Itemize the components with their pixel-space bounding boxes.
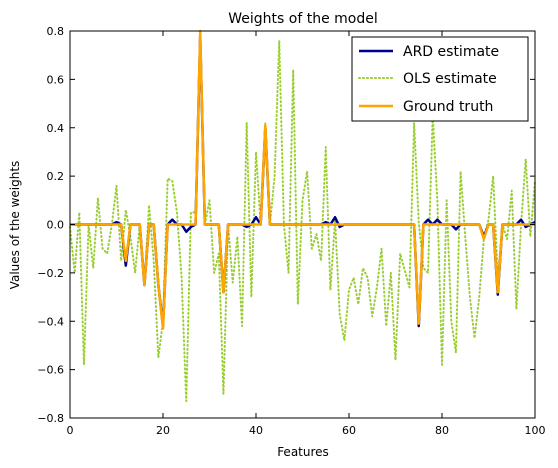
- x-tick-label-0: 0: [67, 424, 74, 437]
- y-tick-label-8: 0.8: [47, 25, 65, 38]
- y-axis-label: Values of the weights: [8, 161, 22, 290]
- y-tick-label-0: −0.8: [37, 412, 64, 425]
- x-axis-label: Features: [277, 445, 329, 459]
- x-tick-label-4: 80: [435, 424, 449, 437]
- x-tick-label-1: 20: [156, 424, 170, 437]
- y-tick-label-6: 0.4: [47, 122, 65, 135]
- y-tick-label-1: −0.6: [37, 364, 64, 377]
- x-tick-label-5: 100: [525, 424, 546, 437]
- y-tick-label-3: −0.2: [37, 267, 64, 280]
- x-tick-label-2: 40: [249, 424, 263, 437]
- tick-layer: 0 20 40 60 80 100 −0.8 −0.6 −0.4 −0.2 0.0 0.2 0.4 0.6…: [37, 25, 545, 437]
- y-tick-label-7: 0.6: [47, 73, 65, 86]
- y-tick-label-5: 0.2: [47, 170, 65, 183]
- y-tick-label-4: 0.0: [47, 219, 65, 232]
- legend-label-ground-truth: Ground truth: [403, 99, 493, 115]
- legend-label-ard: ARD estimate: [403, 44, 499, 60]
- chart-title: Weights of the model: [228, 11, 377, 27]
- series-line-ground-truth: [70, 29, 535, 330]
- x-tick-label-3: 60: [342, 424, 356, 437]
- y-tick-label-2: −0.4: [37, 315, 64, 328]
- series-layer: [69, 29, 536, 403]
- legend: ARD estimate OLS estimate Ground truth: [351, 36, 529, 122]
- legend-label-ols: OLS estimate: [403, 71, 497, 87]
